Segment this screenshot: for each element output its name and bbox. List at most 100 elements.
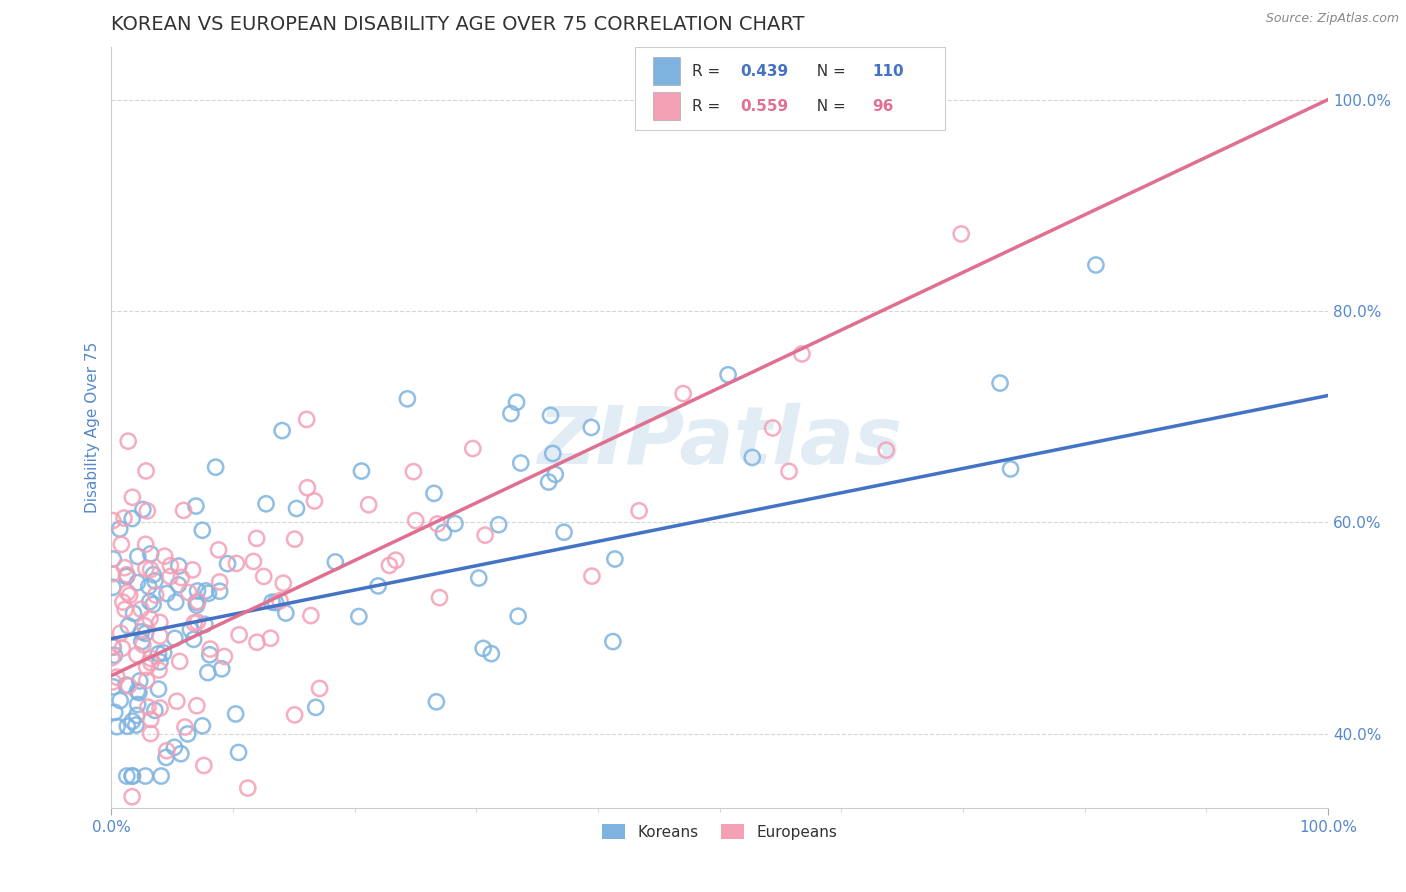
Bar [652,92,679,120]
Point [194,617,217,632]
Point [127,549,149,564]
Point [139,656,162,670]
Point [121,769,143,783]
Point [149,629,172,643]
Point [139,611,162,625]
Point [236,780,259,795]
Point [396,392,419,406]
Point [187,594,209,608]
Point [125,718,148,732]
Point [581,420,603,434]
Point [197,586,219,600]
Point [425,695,447,709]
Point [444,516,467,531]
Point [125,708,148,723]
Point [101,640,124,654]
Point [143,703,166,717]
Point [115,569,138,583]
Text: 96: 96 [872,98,893,113]
Point [179,623,201,637]
Point [110,537,132,551]
Point [139,562,162,576]
Point [193,758,215,772]
Point [204,460,226,475]
Point [581,569,603,583]
Point [169,655,191,669]
Point [101,674,124,689]
Point [128,685,150,699]
Point [305,700,328,714]
Point [139,726,162,740]
Point [112,511,135,525]
Text: 0.439: 0.439 [741,63,789,78]
Point [468,571,491,585]
Point [474,528,496,542]
Point [148,647,170,661]
Point [602,634,624,648]
Point [156,744,179,758]
Point [950,227,973,241]
Point [139,713,162,727]
Point [177,585,200,599]
Point [186,584,208,599]
Point [717,368,740,382]
Point [121,714,143,728]
Point [152,646,174,660]
Point [101,566,124,581]
Point [135,660,157,674]
Point [142,567,165,582]
Point [149,655,172,669]
Point [101,580,124,594]
Point [173,503,195,517]
Point [225,557,247,571]
Text: KOREAN VS EUROPEAN DISABILITY AGE OVER 75 CORRELATION CHART: KOREAN VS EUROPEAN DISABILITY AGE OVER 7… [111,15,804,34]
Point [553,525,575,540]
Point [105,670,128,684]
Point [208,584,231,599]
Point [131,634,153,648]
Point [499,407,522,421]
Point [108,522,131,536]
Text: Source: ZipAtlas.com: Source: ZipAtlas.com [1265,12,1399,25]
Point [127,575,149,590]
Point [108,693,131,707]
Point [295,412,318,426]
Point [174,720,197,734]
Point [537,475,560,489]
Point [121,769,143,783]
Point [186,598,208,612]
Text: 0.559: 0.559 [741,98,789,113]
Point [100,650,122,665]
Text: N =: N = [807,98,851,113]
Point [111,595,134,609]
Point [191,719,214,733]
Point [264,596,287,610]
Point [135,673,157,688]
Point [357,498,380,512]
Point [110,626,132,640]
Point [103,552,125,566]
Point [207,542,229,557]
Point [101,680,124,694]
Point [191,523,214,537]
Point [134,769,156,783]
Point [285,501,308,516]
Point [186,595,208,609]
Point [170,747,193,761]
Point [378,558,401,573]
Point [208,574,231,589]
Point [323,555,346,569]
Bar [652,56,679,86]
Point [198,648,221,662]
Point [165,595,187,609]
Point [117,585,139,599]
Point [875,443,897,458]
Point [1084,258,1107,272]
Point [181,563,204,577]
Point [148,663,170,677]
Point [253,569,276,583]
Point [284,707,307,722]
Point [217,557,239,571]
Point [139,651,162,665]
Point [461,442,484,456]
